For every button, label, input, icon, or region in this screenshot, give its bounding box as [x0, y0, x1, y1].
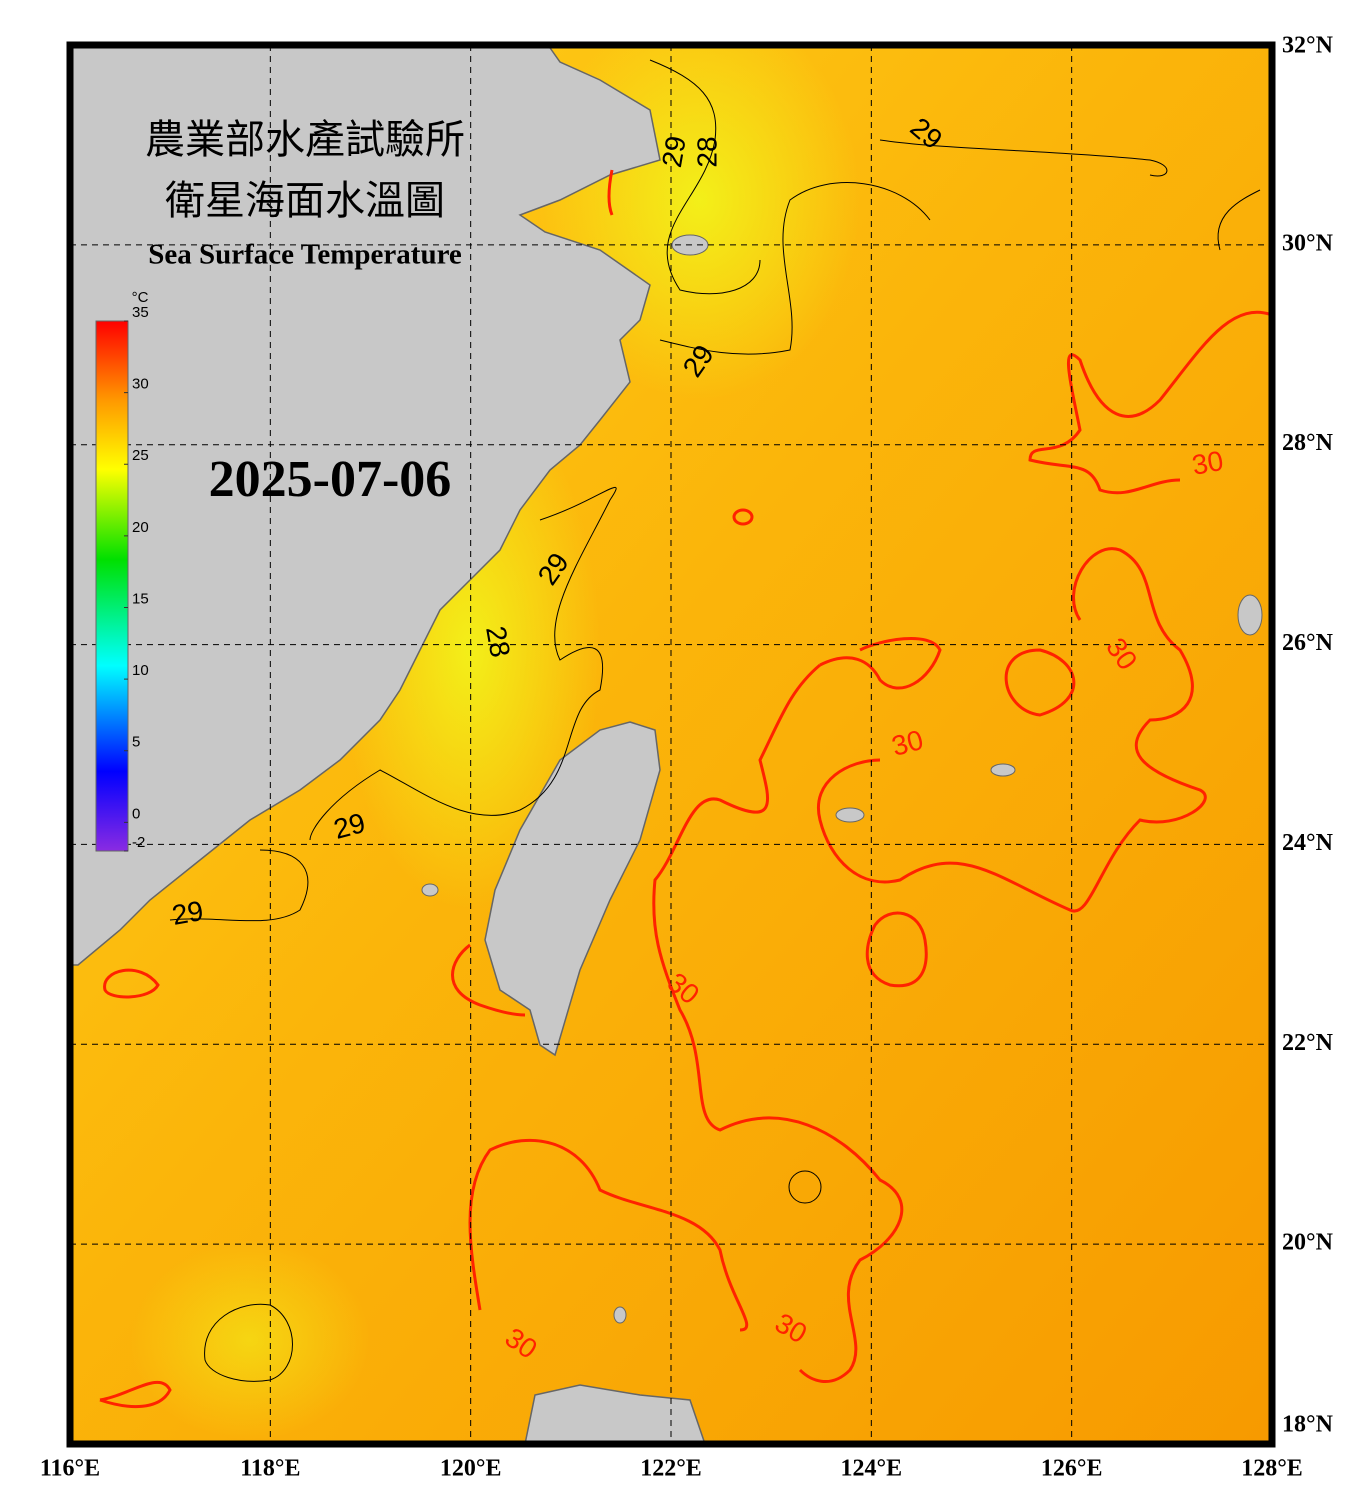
x-tick-label: 120°E [440, 1456, 502, 1482]
colorbar-tick-label: 30 [132, 376, 149, 393]
contours-red [99, 169, 1272, 1409]
grid [70, 45, 1272, 1444]
land-china [70, 45, 661, 966]
contours-black [169, 59, 1261, 1382]
land-luzon [524, 1384, 706, 1444]
map-frame [66, 41, 1276, 1448]
title-zh-2: 衛星海面水溫圖 [165, 178, 445, 223]
date: 2025-07-06 [209, 451, 452, 508]
colorbar-tick-label: 20 [132, 519, 149, 536]
colorbar-tick-label: 15 [132, 590, 149, 607]
colorbar-tick-label: 5 [132, 734, 140, 751]
y-tick-label: 22°N [1282, 1030, 1334, 1056]
x-tick-label: 116°E [40, 1456, 100, 1482]
colorbar-tick-label: 10 [132, 662, 149, 679]
colorbar-tick-label: 35 [132, 304, 149, 321]
land-taiwan [484, 721, 661, 1057]
cool-water [130, 1240, 370, 1440]
x-tick-label: 124°E [841, 1456, 903, 1482]
x-tick-label: 126°E [1041, 1456, 1103, 1482]
x-tick-label: 122°E [640, 1456, 702, 1482]
contour-label: 28 [480, 624, 516, 660]
y-tick-label: 24°N [1282, 830, 1334, 856]
contour-label: 29 [656, 134, 692, 170]
y-tick-label: 18°N [1282, 1412, 1334, 1438]
x-tick-label: 118°E [240, 1456, 300, 1482]
contour-label: 28 [691, 136, 722, 167]
colorbar-tick-label: -2 [132, 834, 145, 851]
title-en: Sea Surface Temperature [148, 239, 462, 271]
colorbar [95, 320, 129, 852]
colorbar-tick-label: 25 [132, 447, 149, 464]
contour-label: 30 [1190, 445, 1226, 481]
y-tick-label: 28°N [1282, 430, 1334, 456]
y-tick-label: 20°N [1282, 1230, 1334, 1256]
x-tick-label: 128°E [1241, 1456, 1303, 1482]
y-tick-label: 32°N [1282, 33, 1334, 59]
y-tick-label: 26°N [1282, 630, 1334, 656]
colorbar-tick-label: 0 [132, 805, 140, 822]
colorbar-unit: °C [132, 289, 149, 306]
title-zh-1: 農業部水產試驗所 [145, 117, 465, 162]
contour-label: 29 [170, 895, 206, 931]
y-tick-label: 30°N [1282, 230, 1334, 256]
